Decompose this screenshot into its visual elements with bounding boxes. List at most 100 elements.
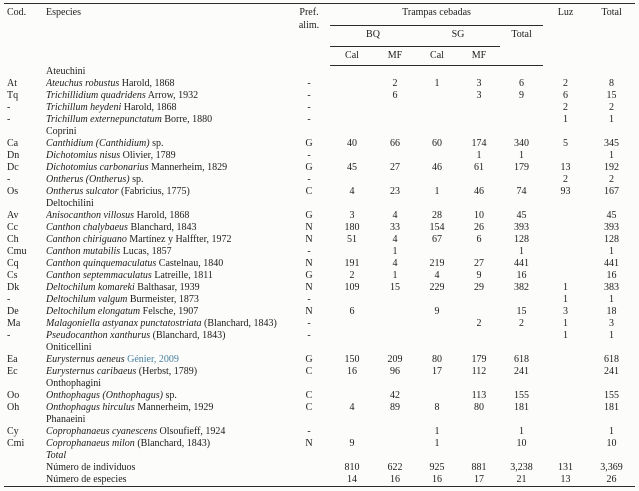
value-cell: 382 <box>514 282 530 293</box>
value-cell <box>500 342 543 354</box>
value-cell <box>458 414 500 426</box>
species-author: Blanchard, 1843 <box>130 222 197 233</box>
species-name: Canthon chalybaeus <box>46 222 128 233</box>
species-name: Trichillum heydeni <box>46 102 122 113</box>
value-cell <box>588 342 635 354</box>
pref-alim-cell <box>288 462 330 474</box>
pref-alim-cell: N <box>305 306 313 317</box>
value-cell: 1 <box>563 318 569 329</box>
species-name: Canthon quinquemaculatus <box>46 258 157 269</box>
value-cell <box>330 66 374 79</box>
value-cell <box>500 114 543 126</box>
cod-cell: Oo <box>7 390 20 401</box>
cod-cell: Oh <box>7 402 20 413</box>
value-cell: 113 <box>471 390 487 401</box>
pref-alim-cell: N <box>305 282 313 293</box>
pref-alim-cell: G <box>305 138 313 149</box>
species-cell: Onthophagus hirculus Mannerheim, 1929 <box>46 402 288 414</box>
group-row: Ateuchini <box>4 66 635 79</box>
species-cell: Malagoniella astyanax punctatostriata (B… <box>46 318 288 330</box>
species-name: Ontherus sulcator <box>46 186 119 197</box>
value-cell: 219 <box>429 258 445 269</box>
species-cell: Canthon chalybaeus Blanchard, 1843 <box>46 222 288 234</box>
col-header-sg: SG <box>416 25 500 47</box>
species-row: - Deltochilum valgum Burmeister, 1873 - 1 1 <box>4 294 635 306</box>
value-cell: 51 <box>347 234 357 245</box>
value-cell: 60 <box>432 138 442 149</box>
citation-link[interactable]: Génier, 2009 <box>127 354 179 365</box>
value-cell <box>588 414 635 426</box>
value-cell: 6 <box>519 78 525 89</box>
cod-cell: Dk <box>7 282 20 293</box>
value-cell <box>374 426 416 438</box>
col-header-bq: BQ <box>330 25 416 47</box>
value-cell <box>543 126 588 138</box>
col-header-total-general: Total <box>601 7 622 18</box>
cod-cell: Ma <box>7 318 21 329</box>
value-cell <box>330 294 374 306</box>
value-cell: 3,369 <box>600 462 623 473</box>
species-author: Harold, 1868 <box>123 102 177 113</box>
value-cell <box>416 66 458 79</box>
value-cell <box>330 342 374 354</box>
species-name: Dichotomius nisus <box>46 150 121 161</box>
cod-cell: - <box>7 102 11 113</box>
value-cell: 80 <box>432 354 442 365</box>
pref-alim-cell <box>288 474 330 487</box>
value-cell <box>458 174 500 186</box>
value-cell: 23 <box>390 186 400 197</box>
col-header-especies: Especies <box>46 7 81 18</box>
value-cell <box>500 66 543 79</box>
value-cell: 96 <box>390 366 400 377</box>
species-author: Harold, 1868 <box>121 78 175 89</box>
value-cell: 393 <box>514 222 530 233</box>
species-name: Malagoniella astyanax punctatostriata <box>46 318 202 329</box>
species-cell: Deltochilum valgum Burmeister, 1873 <box>46 294 288 306</box>
value-cell: 1 <box>609 294 615 305</box>
value-cell <box>500 414 543 426</box>
species-name: Deltochilum elongatum <box>46 306 141 317</box>
value-cell: 93 <box>560 186 571 197</box>
value-cell: 4 <box>392 210 398 221</box>
pref-alim-cell: - <box>307 294 311 305</box>
species-author: sp. <box>152 138 164 149</box>
species-row: Dk Deltochilum komareki Balthasar, 1939 N 1… <box>4 282 635 294</box>
value-cell <box>374 174 416 186</box>
col-header-sg-cal: Cal <box>416 46 458 66</box>
value-cell <box>458 330 500 342</box>
species-name: Eurysternus caribaeus <box>46 366 137 377</box>
value-cell <box>458 126 500 138</box>
group-label: Coprini <box>46 126 77 137</box>
value-cell <box>458 294 500 306</box>
pref-alim-cell <box>288 126 330 138</box>
species-author: (Herbst, 1789) <box>138 366 198 377</box>
pref-alim-cell <box>288 342 330 354</box>
value-cell <box>330 90 374 102</box>
value-cell <box>330 378 374 390</box>
species-abundance-table: Cod. Especies Pref. alim. Trampas cebada… <box>4 3 636 487</box>
value-cell: 2 <box>609 174 615 185</box>
species-cell: Ateuchus robustus Harold, 1868 <box>46 78 288 90</box>
species-cell: Canthidium (Canthidium) sp. <box>46 138 288 150</box>
species-row: Dc Dichotomius carbonarius Mannerheim, 18… <box>4 162 635 174</box>
value-cell: 181 <box>514 402 530 413</box>
value-cell <box>330 126 374 138</box>
value-cell <box>458 114 500 126</box>
value-cell <box>543 366 588 378</box>
species-author: Felsche, 1907 <box>142 306 199 317</box>
species-author: Castelnau, 1840 <box>158 258 224 269</box>
value-cell: 128 <box>604 234 620 245</box>
value-cell: 17 <box>474 474 484 485</box>
value-cell: 18 <box>606 306 617 317</box>
value-cell <box>374 198 416 210</box>
value-cell: 1 <box>519 150 525 161</box>
value-cell <box>330 318 374 330</box>
species-cell: Pseudocanthon xanthurus (Blanchard, 1843… <box>46 330 288 342</box>
value-cell: 21 <box>516 474 527 485</box>
summary-label: Número de especies <box>46 474 127 485</box>
value-cell <box>416 246 458 258</box>
value-cell: 4 <box>434 270 440 281</box>
value-cell <box>374 306 416 318</box>
value-cell <box>500 174 543 186</box>
species-row: Cy Coprophanaeus cyanescens Olsoufieff, 1… <box>4 426 635 438</box>
